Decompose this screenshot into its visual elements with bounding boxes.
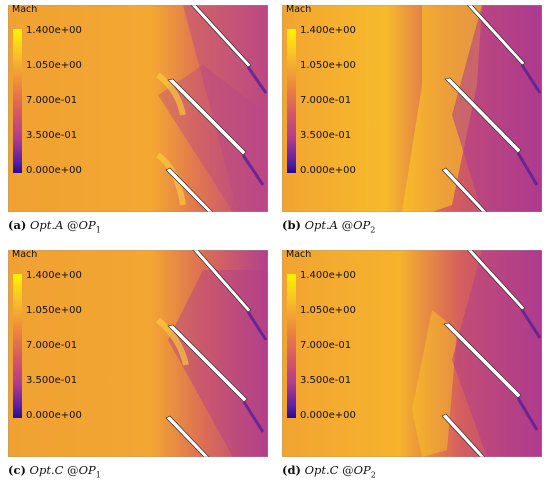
legend-title: Mach xyxy=(286,5,312,15)
caption-letter: (c) xyxy=(8,463,26,477)
caption-opt: Opt.A xyxy=(304,218,338,232)
legend-tick: 7.000e-01 xyxy=(300,340,352,351)
legend-tick: 1.050e+00 xyxy=(300,60,356,71)
caption-d: (d) Opt.C @OP2 xyxy=(282,463,376,479)
legend-tick: 1.400e+00 xyxy=(300,25,356,36)
caption-opt: Opt.C xyxy=(29,463,64,477)
legend-tick: 1.050e+00 xyxy=(300,305,356,316)
legend-tick: 0.000e+00 xyxy=(26,165,82,176)
contour-panel-d: Mach 1.400e+00 1.050e+00 7.000e-01 3.500… xyxy=(282,250,542,457)
mach-contour-b xyxy=(282,5,542,212)
legend-tick: 3.500e-01 xyxy=(26,375,78,386)
caption-sub: 1 xyxy=(95,470,101,480)
colorbar-legend-a: Mach 1.400e+00 1.050e+00 7.000e-01 3.500… xyxy=(12,5,102,190)
legend-tick: 3.500e-01 xyxy=(300,375,352,386)
legend-tick: 0.000e+00 xyxy=(300,165,356,176)
contour-panel-c: Mach 1.400e+00 1.050e+00 7.000e-01 3.500… xyxy=(8,250,268,457)
legend-tick: 7.000e-01 xyxy=(26,95,78,106)
caption-op: OP xyxy=(78,218,96,232)
caption-at: @ xyxy=(67,218,79,232)
caption-sub: 2 xyxy=(370,225,376,235)
legend-tick: 7.000e-01 xyxy=(26,340,78,351)
legend-tick: 1.400e+00 xyxy=(26,270,82,281)
caption-a: (a) Opt.A @OP1 xyxy=(8,218,101,234)
legend-title: Mach xyxy=(12,5,38,15)
legend-tick: 1.050e+00 xyxy=(26,305,82,316)
caption-sub: 2 xyxy=(370,470,376,480)
caption-sub: 1 xyxy=(95,225,101,235)
caption-c: (c) Opt.C @OP1 xyxy=(8,463,101,479)
colorbar xyxy=(287,274,296,418)
legend-tick: 1.050e+00 xyxy=(26,60,82,71)
mach-contour-d xyxy=(282,250,542,457)
legend-tick: 7.000e-01 xyxy=(300,95,352,106)
colorbar-legend-d: Mach 1.400e+00 1.050e+00 7.000e-01 3.500… xyxy=(286,250,376,435)
legend-tick: 3.500e-01 xyxy=(26,130,78,141)
colorbar xyxy=(287,29,296,173)
mach-contour-a xyxy=(8,5,268,212)
legend-tick: 3.500e-01 xyxy=(300,130,352,141)
legend-tick: 1.400e+00 xyxy=(300,270,356,281)
colorbar xyxy=(13,29,22,173)
legend-title: Mach xyxy=(12,250,38,260)
caption-opt: Opt.C xyxy=(304,463,339,477)
legend-tick: 1.400e+00 xyxy=(26,25,82,36)
caption-letter: (b) xyxy=(282,218,301,232)
contour-panel-b: Mach 1.400e+00 1.050e+00 7.000e-01 3.500… xyxy=(282,5,542,212)
legend-title: Mach xyxy=(286,250,312,260)
colorbar xyxy=(13,274,22,418)
caption-at: @ xyxy=(341,218,354,232)
caption-op: OP xyxy=(353,218,371,232)
caption-letter: (d) xyxy=(282,463,301,477)
colorbar-legend-c: Mach 1.400e+00 1.050e+00 7.000e-01 3.500… xyxy=(12,250,102,435)
colorbar-legend-b: Mach 1.400e+00 1.050e+00 7.000e-01 3.500… xyxy=(286,5,376,190)
caption-op: OP xyxy=(353,463,371,477)
mach-contour-c xyxy=(8,250,268,457)
caption-opt: Opt.A xyxy=(30,218,64,232)
caption-at: @ xyxy=(342,463,354,477)
caption-op: OP xyxy=(78,463,96,477)
legend-tick: 0.000e+00 xyxy=(26,410,82,421)
contour-panel-a: Mach 1.400e+00 1.050e+00 7.000e-01 3.500… xyxy=(8,5,268,212)
caption-at: @ xyxy=(67,463,79,477)
caption-b: (b) Opt.A @OP2 xyxy=(282,218,375,234)
caption-letter: (a) xyxy=(8,218,27,232)
legend-tick: 0.000e+00 xyxy=(300,410,356,421)
